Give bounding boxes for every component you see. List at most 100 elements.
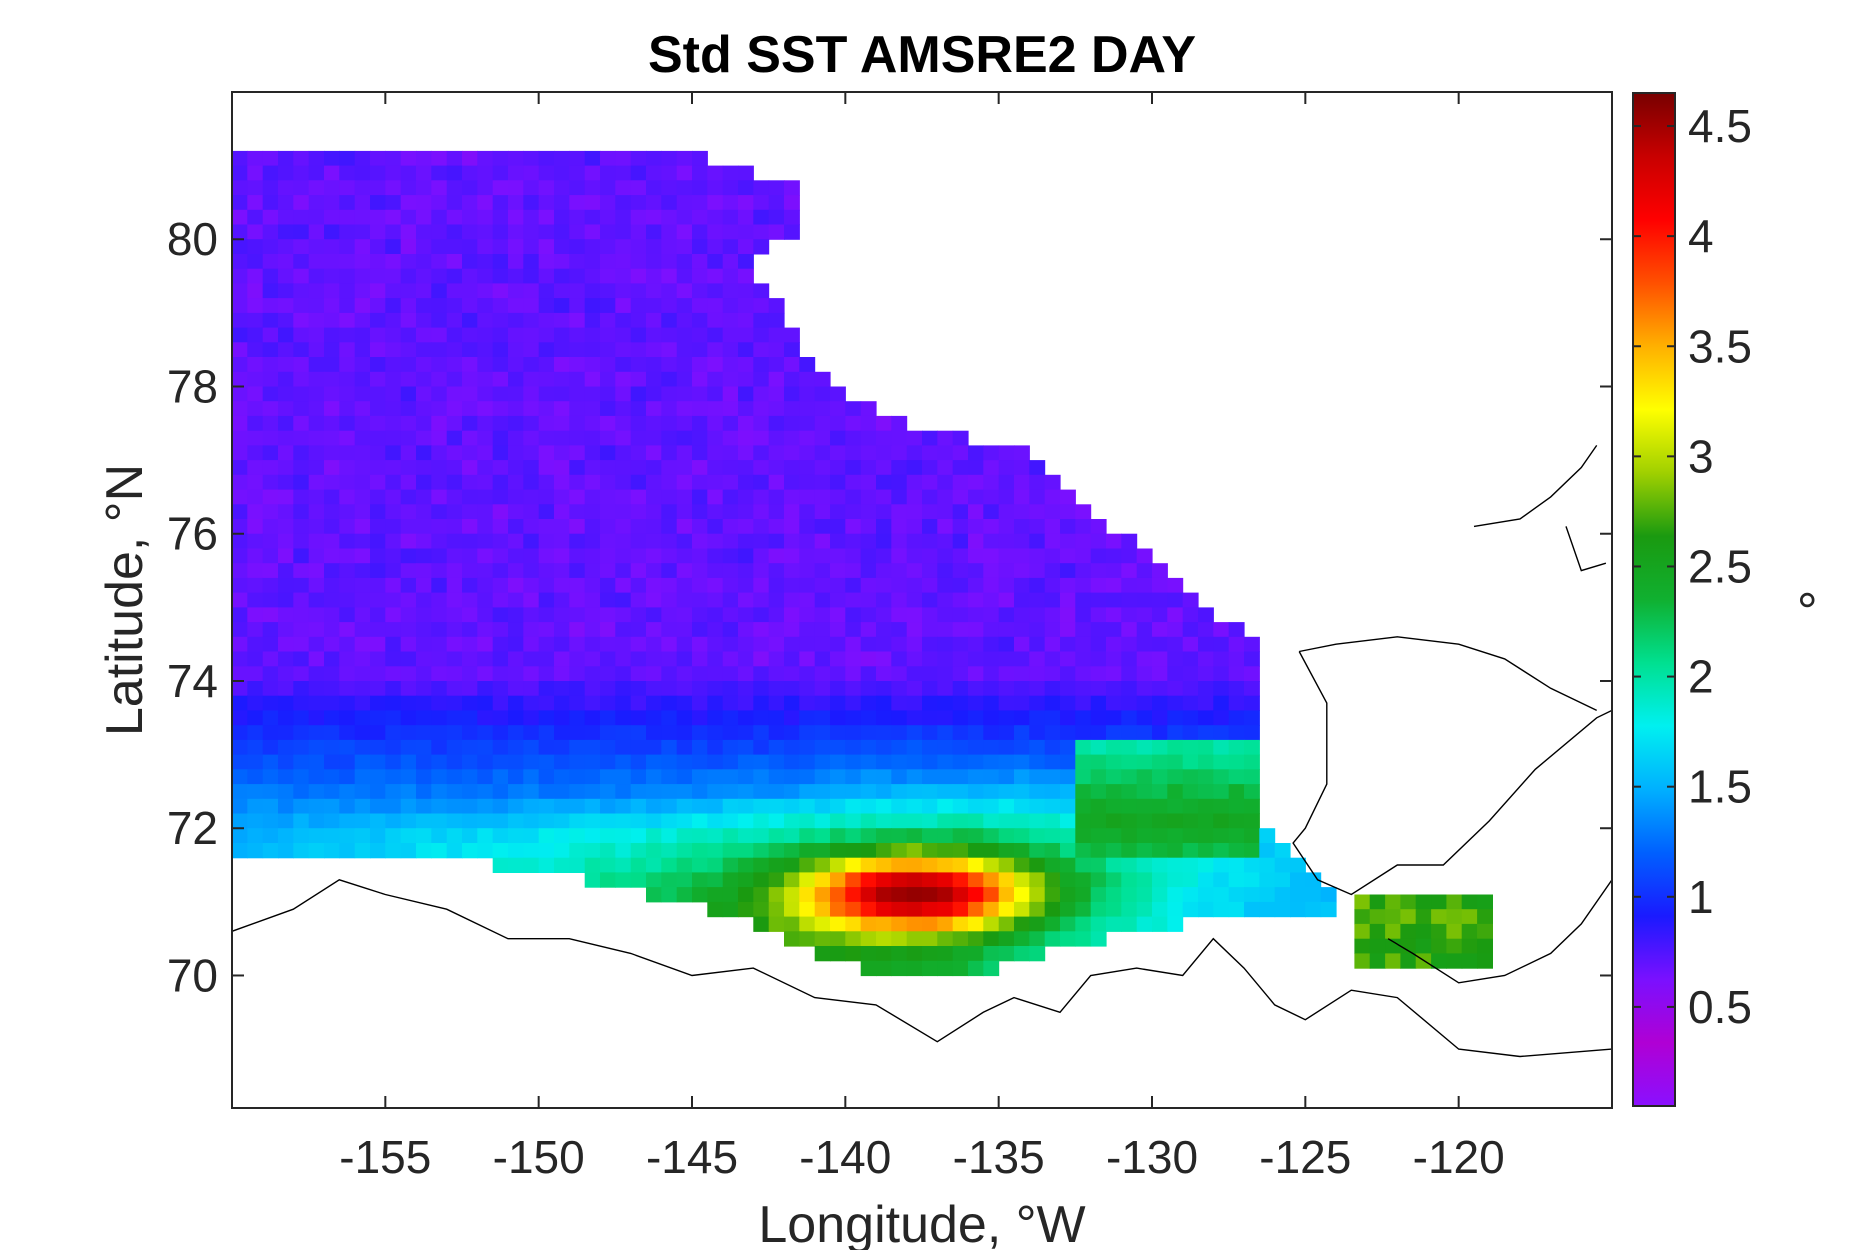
heatmap-cell [722,857,739,873]
heatmap-cell [983,548,1000,564]
heatmap-cell [952,857,969,873]
heatmap-cell [799,651,816,667]
heatmap-cell [876,592,892,608]
heatmap-cell [661,754,678,770]
heatmap-cell [646,769,662,785]
heatmap-cell [247,754,264,770]
heatmap-cell [1477,953,1493,969]
heatmap-cell [814,872,831,888]
heatmap-cell [692,607,708,623]
heatmap-cell [554,504,570,520]
heatmap-cell [477,165,494,181]
heatmap-cell [937,445,954,461]
heatmap-cell [354,312,371,329]
heatmap-cell [661,739,678,756]
heatmap-cell [324,519,340,535]
heatmap-cell [1075,533,1092,549]
heatmap-cell [416,371,432,388]
heatmap-cell [462,298,478,314]
heatmap-cell [262,843,279,859]
heatmap-cell [416,607,432,623]
heatmap-cell [1029,607,1046,623]
heatmap-cell [523,769,540,785]
heatmap-cell [1244,739,1260,756]
heatmap-cell [308,725,325,741]
heatmap-cell [630,209,647,226]
heatmap-cell [630,150,647,167]
heatmap-cell [554,754,570,770]
heatmap-cell [446,371,463,388]
heatmap-cell [891,460,908,476]
heatmap-cell [492,357,509,373]
heatmap-cell [354,739,371,756]
heatmap-cell [707,474,724,491]
heatmap-cell [1167,681,1184,697]
heatmap-cell [446,386,463,402]
heatmap-cell [584,445,601,461]
heatmap-cell [370,577,386,594]
heatmap-cell [262,415,279,432]
heatmap-cell [615,298,632,314]
heatmap-cell [707,342,724,358]
heatmap-cell [538,165,555,181]
heatmap-cell [569,489,586,505]
x-tick-labels: -155 -150 -145 -140 -135 -130 -125 -120 [339,1131,1504,1183]
heatmap-cell [370,754,386,770]
heatmap-cell [278,474,294,491]
heatmap-cell [1014,725,1030,741]
heatmap-cell [247,224,264,240]
heatmap-cell [278,666,294,682]
heatmap-cell [1167,636,1184,653]
heatmap-cell [876,563,892,579]
heatmap-cell [753,489,770,505]
heatmap-cell [1152,857,1168,873]
heatmap-cell [600,739,616,756]
heatmap-cell [600,695,616,711]
colorbar-tick-label: 2.5 [1688,540,1752,592]
heatmap-cell [1290,857,1306,873]
heatmap-cell [508,725,524,741]
colorbar-tick-label: 3 [1688,430,1714,482]
heatmap-cell [784,622,800,638]
heatmap-cell [1259,887,1276,903]
heatmap-cell [1244,784,1260,800]
heatmap-cell [308,577,325,594]
heatmap-cell [738,798,754,815]
heatmap-cell [339,254,356,270]
heatmap-cell [278,445,294,461]
heatmap-cell [400,651,417,667]
heatmap-cell [661,268,678,284]
heatmap-cell [538,195,555,211]
heatmap-cell [492,577,509,594]
heatmap-cell [339,754,356,770]
heatmap-cell [753,195,770,211]
heatmap-cell [1075,857,1092,873]
heatmap-cell [385,415,402,432]
heatmap-cell [845,931,862,947]
heatmap-cell [646,371,662,388]
heatmap-cell [1090,784,1107,800]
heatmap-cell [354,283,371,299]
heatmap-cell [462,312,478,329]
heatmap-cell [431,371,448,388]
heatmap-cell [538,828,555,844]
heatmap-cell [968,563,984,579]
heatmap-cell [584,769,601,785]
heatmap-cell [768,430,785,446]
heatmap-cell [860,563,877,579]
heatmap-cell [1152,607,1168,623]
heatmap-cell [354,327,371,343]
heatmap-cell [370,342,386,358]
x-tick-label: -125 [1259,1131,1351,1183]
heatmap-cell [308,268,325,284]
heatmap-cell [692,857,708,873]
heatmap-cell [799,901,816,918]
heatmap-cell [554,415,570,432]
heatmap-cell [738,519,754,535]
heatmap-cell [784,857,800,873]
heatmap-cell [339,563,356,579]
heatmap-cell [1075,651,1092,667]
heatmap-cell [676,268,693,284]
heatmap-cell [1029,460,1046,476]
heatmap-cell [324,828,340,844]
